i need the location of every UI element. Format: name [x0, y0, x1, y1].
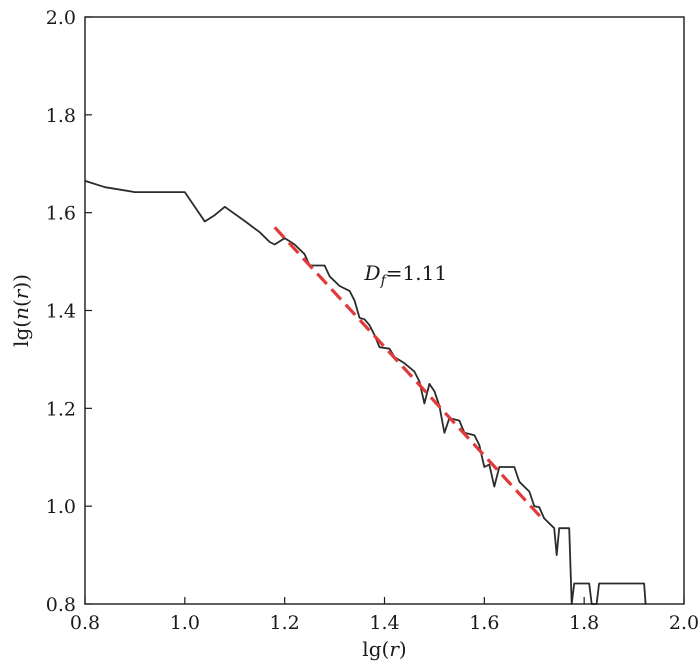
fractal-dimension-annotation: Df=1.11 — [364, 261, 448, 289]
series-layer — [84, 180, 647, 605]
y-label-part: ( — [9, 299, 33, 307]
plot-frame — [84, 16, 685, 605]
annotation-symbol: D — [364, 261, 381, 285]
y-label-part: )) — [9, 274, 33, 290]
x-axis-label: lg(r) — [362, 637, 406, 661]
x-tick-label: 1.0 — [170, 612, 200, 634]
y-tick-label: 1.4 — [46, 301, 76, 323]
x-axis-ticks: 0.8 1.0 1.2 1.4 1.6 1.8 2.0 — [70, 597, 699, 634]
x-label-part: lg( — [362, 637, 389, 661]
y-tick-label: 1.2 — [46, 398, 76, 420]
y-tick-label: 2.0 — [46, 7, 76, 29]
x-label-part: ) — [399, 637, 407, 661]
y-label-part: lg( — [9, 320, 33, 347]
y-tick-label: 1.6 — [46, 203, 76, 225]
y-tick-label: 0.8 — [46, 594, 76, 616]
y-label-part: n — [9, 307, 33, 320]
x-label-part: r — [389, 637, 400, 661]
x-tick-label: 1.4 — [369, 612, 399, 634]
x-tick-label: 1.6 — [469, 612, 499, 634]
x-tick-label: 1.2 — [270, 612, 300, 634]
annotation-subscript: f — [380, 273, 389, 289]
y-tick-label: 1.0 — [46, 496, 76, 518]
x-tick-label: 0.8 — [70, 612, 100, 634]
x-tick-label: 2.0 — [669, 612, 699, 634]
y-axis-ticks: 0.8 1.0 1.2 1.4 1.6 1.8 2.0 — [46, 7, 92, 616]
y-tick-label: 1.8 — [46, 105, 76, 127]
x-tick-label: 1.8 — [569, 612, 599, 634]
y-label-part: r — [9, 288, 33, 299]
y-axis-label: lg(n(r)) — [9, 274, 33, 347]
annotation-value: =1.11 — [386, 261, 447, 285]
fit-line — [273, 226, 546, 522]
data-line — [84, 180, 647, 605]
